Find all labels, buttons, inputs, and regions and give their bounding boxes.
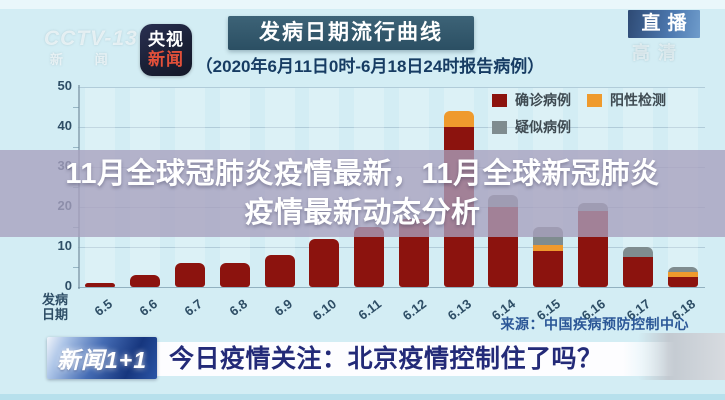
chart-subtitle: （2020年6月11日0时-6月18日24时报告病例）: [195, 57, 545, 76]
segment-confirmed: [667, 276, 698, 287]
y-tick-label-0: 0: [64, 278, 72, 293]
legend-row: 疑似病例: [492, 117, 682, 137]
legend-label-positive: 阳性检测: [610, 92, 666, 108]
hd-watermark: 高清: [632, 43, 684, 63]
x-axis-title-line2: 日期: [42, 307, 69, 322]
bar-6.17: [622, 247, 653, 287]
y-minor-tick: [73, 267, 79, 268]
program-badge: 新闻1+1: [47, 337, 157, 379]
bar-6.9: [264, 255, 295, 287]
bar-6.8: [219, 263, 250, 287]
headline-line1: 11月全球冠肺炎疫情最新，11月全球新冠肺炎: [65, 157, 660, 190]
suspected-swatch-icon: [492, 120, 507, 134]
positive-swatch-icon: [587, 93, 602, 107]
news-ticker: 今日疫情关注：北京疫情控制住了吗？ 新闻1+1: [0, 330, 725, 385]
cctv-news-logo-line2: 新闻: [148, 50, 184, 69]
gridline-0: [78, 287, 705, 288]
segment-confirmed: [309, 239, 340, 287]
bar-6.5: [85, 283, 116, 287]
program-badge-text: 新闻1+1: [56, 347, 147, 373]
bottom-edge-strip: [0, 394, 725, 400]
gridline-40: [78, 127, 705, 128]
cctv13-watermark-text: CCTV-13: [44, 27, 138, 50]
legend-label-suspected: 疑似病例: [515, 119, 571, 135]
segment-positive: [667, 272, 698, 277]
segment-confirmed: [85, 283, 116, 287]
x-axis-title-line1: 发病: [42, 292, 69, 307]
cctv-news-logo: 央视 新闻: [140, 24, 192, 76]
segment-confirmed: [533, 251, 564, 287]
legend-row: 确诊病例 阳性检测: [492, 90, 682, 110]
legend-item-confirmed: 确诊病例: [492, 90, 587, 110]
source-attribution: 来源：中国疾病预防控制中心: [500, 316, 689, 332]
legend-label-confirmed: 确诊病例: [515, 92, 571, 108]
segment-suspected: [622, 247, 653, 257]
cctv13-watermark: CCTV-13 新 闻: [44, 28, 138, 66]
legend-item-positive: 阳性检测: [587, 90, 682, 110]
gridline-50: [78, 87, 705, 88]
headline-overlay: 11月全球冠肺炎疫情最新，11月全球新冠肺炎 疫情最新动态分析: [0, 150, 725, 237]
bar-6.7: [174, 263, 205, 287]
bar-6.10: [309, 239, 340, 287]
chart-title-bar: 发病日期流行曲线: [228, 16, 474, 50]
bar-6.6: [130, 275, 161, 287]
y-tick-label-10: 10: [57, 238, 72, 253]
segment-confirmed: [354, 227, 385, 287]
ticker-strip: 今日疫情关注：北京疫情控制住了吗？: [155, 342, 675, 376]
legend-item-suspected: 疑似病例: [492, 117, 587, 137]
gridline-10: [78, 247, 705, 248]
bar-6.11: [354, 227, 385, 287]
segment-confirmed: [130, 275, 161, 287]
y-tick-label-40: 40: [57, 118, 72, 133]
segment-positive: [443, 111, 474, 127]
x-axis-title: 发病 日期: [42, 292, 68, 322]
y-minor-tick: [73, 107, 79, 108]
live-badge: 直播: [628, 10, 700, 38]
top-edge-strip: [0, 0, 725, 9]
ticker-text: 今日疫情关注：北京疫情控制住了吗？: [169, 345, 603, 373]
chart-legend: 确诊病例 阳性检测 疑似病例: [492, 90, 682, 144]
segment-confirmed: [264, 255, 295, 287]
confirmed-swatch-icon: [492, 93, 507, 107]
cctv-news-logo-line1: 央视: [148, 30, 184, 49]
segment-confirmed: [219, 263, 250, 287]
bar-6.18: [667, 267, 698, 287]
segment-confirmed: [622, 257, 653, 287]
y-minor-tick: [73, 147, 79, 148]
segment-confirmed: [174, 263, 205, 287]
segment-positive: [533, 245, 564, 251]
y-tick-label-50: 50: [57, 78, 72, 93]
headline-line2: 疫情最新动态分析: [244, 196, 481, 229]
cctv13-watermark-sub: 新 闻: [50, 52, 122, 67]
segment-suspected: [667, 267, 698, 273]
